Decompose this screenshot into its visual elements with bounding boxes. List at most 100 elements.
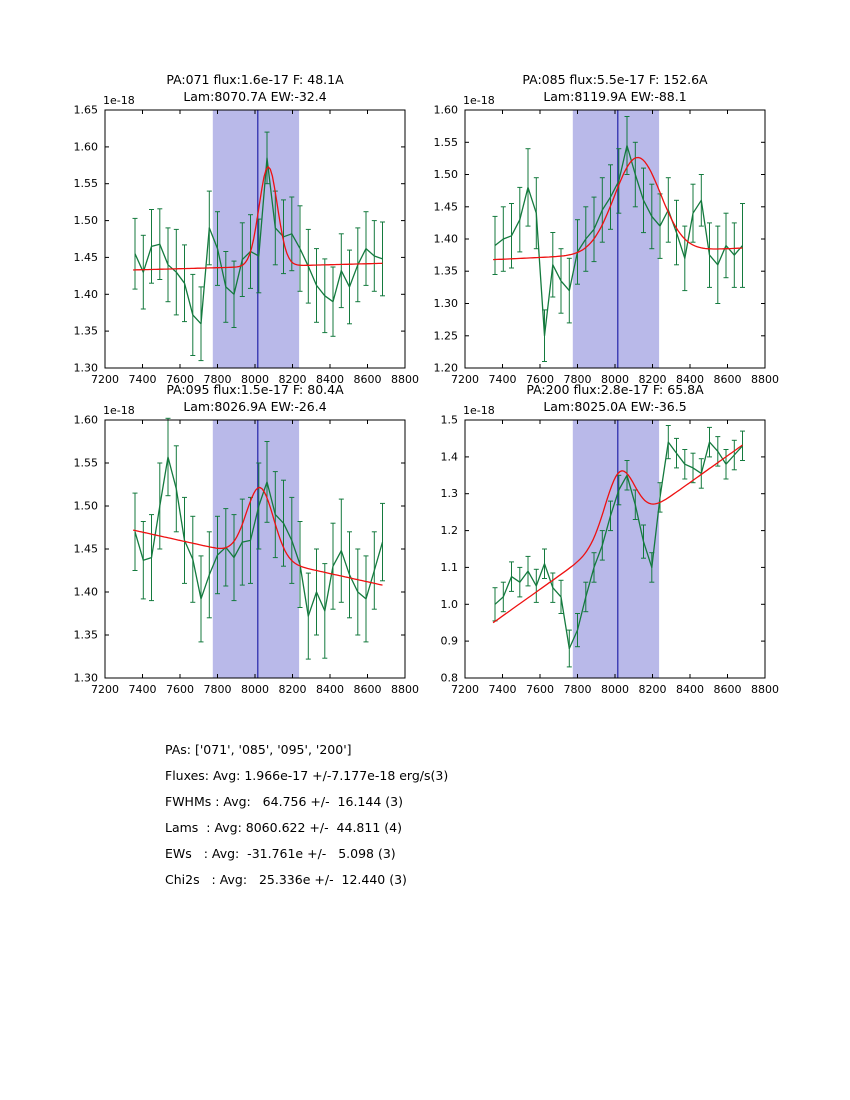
x-tick-label: 7400 [489, 373, 517, 386]
x-tick-label: 8800 [751, 683, 779, 696]
x-tick-label: 8600 [354, 683, 382, 696]
subplot-title-line2: Lam:8070.7A EW:-32.4 [183, 89, 326, 104]
y-tick-label: 1.3 [441, 487, 459, 500]
y-tick-label: 1.4 [441, 450, 459, 463]
subplot-title-line1: PA:085 flux:5.5e-17 F: 152.6A [522, 72, 708, 87]
x-tick-label: 8800 [751, 373, 779, 386]
x-tick-label: 8800 [391, 373, 419, 386]
line-region-band [572, 420, 660, 678]
y-tick-label: 1.40 [74, 586, 99, 599]
x-tick-label: 7800 [204, 373, 232, 386]
x-tick-label: 8000 [241, 373, 269, 386]
summary-ews-line: EWs : Avg: -31.761e +/- 5.098 (3) [165, 846, 396, 861]
subplot-svg-pa-085: 7200 7400 7600 7800 8000 8200 8400 8600 8800 1.20… [434, 72, 780, 386]
x-tick-label: 8600 [714, 373, 742, 386]
x-tick-label: 7400 [489, 683, 517, 696]
y-tick-label: 1.55 [434, 136, 459, 149]
y-tick-label: 1.55 [74, 177, 99, 190]
summary-pas-line: PAs: ['071', '085', '095', '200'] [165, 742, 352, 757]
x-tick-label: 7400 [129, 683, 157, 696]
summary-chi2s-line: Chi2s : Avg: 25.336e +/- 12.440 (3) [165, 872, 407, 887]
y-tick-label: 1.50 [434, 168, 459, 181]
subplot-pa-200: 7200 7400 7600 7800 8000 8200 8400 8600 8800 0.8 0… [417, 368, 787, 700]
x-tick-label: 7600 [526, 683, 554, 696]
x-tick-label: 8200 [279, 373, 307, 386]
x-tick-label: 7400 [129, 373, 157, 386]
axis-ticks [464, 109, 766, 369]
x-tick-label: 8800 [391, 683, 419, 696]
axis-ticks [104, 109, 406, 369]
y-axis-offset-label: 1e-18 [463, 404, 495, 417]
y-tick-label: 1.40 [74, 288, 99, 301]
spectrum-data-line [494, 144, 743, 337]
y-tick-label: 1.5 [441, 414, 459, 427]
x-tick-label: 8400 [676, 683, 704, 696]
x-tick-label: 7800 [564, 373, 592, 386]
spectrum-data-line [494, 441, 743, 650]
y-tick-label: 1.60 [74, 414, 99, 427]
subplot-title-line1: PA:071 flux:1.6e-17 F: 48.1A [166, 72, 344, 87]
y-tick-label: 1.45 [74, 543, 99, 556]
x-tick-label: 8400 [676, 373, 704, 386]
subplot-pa-085: 7200 7400 7600 7800 8000 8200 8400 8600 8800 1.20… [417, 58, 787, 390]
y-tick-label: 1.30 [74, 362, 99, 375]
subplot-svg-pa-200: 7200 7400 7600 7800 8000 8200 8400 8600 8800 0.8 0… [441, 382, 780, 696]
axis-ticks [464, 419, 766, 679]
subplot-title-line1: PA:095 flux:1.5e-17 F: 80.4A [166, 382, 344, 397]
x-tick-label: 7200 [91, 683, 119, 696]
x-tick-label: 7600 [166, 683, 194, 696]
y-tick-label: 1.65 [74, 104, 99, 117]
gaussian-fit-line [493, 156, 743, 261]
x-tick-label: 7600 [526, 373, 554, 386]
y-tick-label: 1.30 [74, 672, 99, 685]
gaussian-fit-line [133, 165, 383, 271]
y-tick-label: 1.35 [74, 629, 99, 642]
x-tick-label: 8000 [601, 373, 629, 386]
subplot-pa-071: 7200 7400 7600 7800 8000 8200 8400 8600 8800 1.30… [57, 58, 427, 390]
x-tick-label: 7800 [204, 683, 232, 696]
gaussian-fit-line [132, 486, 383, 586]
y-tick-label: 1.1 [441, 561, 459, 574]
summary-fwhms-line: FWHMs : Avg: 64.756 +/- 16.144 (3) [165, 794, 403, 809]
summary-fluxes-line: Fluxes: Avg: 1.966e-17 +/-7.177e-18 erg/… [165, 768, 449, 783]
x-tick-label: 8400 [316, 683, 344, 696]
y-tick-label: 0.8 [441, 672, 459, 685]
subplot-title-line2: Lam:8026.9A EW:-26.4 [183, 399, 326, 414]
spectrum-data-line [134, 157, 383, 325]
y-tick-label: 1.60 [434, 104, 459, 117]
x-tick-label: 7200 [91, 373, 119, 386]
summary-lams-line: Lams : Avg: 8060.622 +/- 44.811 (4) [165, 820, 402, 835]
y-tick-label: 1.55 [74, 457, 99, 470]
x-tick-label: 7600 [166, 373, 194, 386]
subplot-title-line2: Lam:8025.0A EW:-36.5 [543, 399, 686, 414]
y-tick-label: 1.2 [441, 524, 459, 537]
y-tick-label: 1.35 [434, 265, 459, 278]
y-axis-offset-label: 1e-18 [463, 94, 495, 107]
x-tick-label: 8200 [279, 683, 307, 696]
y-axis-offset-label: 1e-18 [103, 94, 135, 107]
y-tick-label: 1.40 [434, 233, 459, 246]
y-axis-offset-label: 1e-18 [103, 404, 135, 417]
y-tick-label: 1.20 [434, 362, 459, 375]
y-tick-label: 1.25 [434, 329, 459, 342]
y-tick-label: 1.50 [74, 214, 99, 227]
line-region-band [572, 110, 660, 368]
y-tick-label: 0.9 [441, 635, 459, 648]
axis-ticks [104, 419, 406, 679]
x-tick-label: 7800 [564, 683, 592, 696]
subplot-pa-095: 7200 7400 7600 7800 8000 8200 8400 8600 8800 1.30… [57, 368, 427, 700]
y-tick-label: 1.35 [74, 325, 99, 338]
subplot-svg-pa-071: 7200 7400 7600 7800 8000 8200 8400 8600 8800 1.30… [74, 72, 420, 386]
gaussian-fit-line [492, 444, 743, 624]
y-tick-label: 1.45 [434, 200, 459, 213]
x-tick-label: 8600 [714, 683, 742, 696]
x-tick-label: 8200 [639, 683, 667, 696]
spectrum-data-line [134, 456, 384, 617]
y-tick-label: 1.45 [74, 251, 99, 264]
y-tick-label: 1.0 [441, 598, 459, 611]
fit-summary-block: PAs: ['071', '085', '095', '200'] Fluxes… [165, 737, 448, 893]
subplot-title-line2: Lam:8119.9A EW:-88.1 [543, 89, 686, 104]
x-tick-label: 7200 [451, 683, 479, 696]
y-tick-label: 1.30 [434, 297, 459, 310]
